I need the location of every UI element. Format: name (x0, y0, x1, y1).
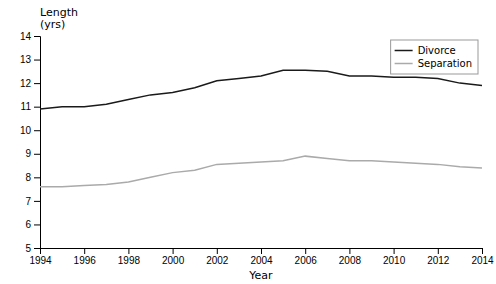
chart: 1994 1996 1998 2000 2002 2004 2006 2008 2010 2012… (0, 0, 496, 284)
series-line (40, 70, 482, 109)
x-tick-label: 2012 (427, 255, 450, 266)
y-axis-title: Length(yrs) (40, 6, 78, 31)
x-tick-mark (349, 248, 350, 254)
x-tick: 2002 (206, 248, 229, 266)
y-tick-mark (34, 177, 40, 178)
y-tick-mark (34, 248, 40, 249)
legend-box (391, 40, 478, 74)
x-axis-title: Year (248, 269, 273, 282)
x-tick-label: 1998 (118, 255, 141, 266)
y-tick-label: 12 (20, 78, 32, 89)
x-axis: 1994 1996 1998 2000 2002 2004 2006 2008 2010 2012… (29, 248, 494, 266)
y-axis: 5 6 7 8 9 10 11 12 13 14 (20, 31, 41, 254)
y-tick-mark (34, 83, 40, 84)
x-tick-mark (305, 248, 306, 254)
y-tick-label: 11 (21, 101, 32, 112)
x-axis-line (41, 249, 483, 255)
y-tick: 7 (25, 196, 40, 207)
x-tick-label: 2004 (250, 255, 273, 266)
y-tick-mark (34, 130, 40, 131)
x-tick-mark (261, 248, 262, 254)
y-tick-mark (34, 36, 40, 37)
x-tick: 1994 (29, 248, 52, 266)
y-tick-mark (34, 224, 40, 225)
y-tick: 9 (25, 148, 40, 159)
x-tick-label: 2006 (295, 255, 318, 266)
y-tick-mark (34, 154, 40, 155)
x-tick-label: 2014 (471, 255, 494, 266)
y-tick-label: 9 (25, 148, 31, 159)
y-tick-mark (34, 107, 40, 108)
y-tick: 14 (20, 31, 40, 42)
x-tick-mark (482, 248, 483, 254)
x-tick-mark (438, 248, 439, 254)
series-line (40, 156, 482, 187)
x-tick-label: 2008 (339, 255, 362, 266)
y-tick: 8 (25, 172, 40, 183)
x-tick-label: 1994 (29, 255, 52, 266)
x-tick: 2010 (383, 248, 406, 266)
plot-area (40, 70, 482, 187)
x-tick: 2014 (471, 248, 494, 266)
y-tick-label: 6 (25, 219, 31, 230)
legend-label: Separation (418, 58, 472, 69)
x-tick: 2012 (427, 248, 450, 266)
y-axis-line (34, 37, 41, 249)
y-tick: 11 (21, 101, 40, 112)
x-tick: 2000 (162, 248, 185, 266)
y-tick-label: 8 (25, 172, 31, 183)
legend-swatch (395, 50, 413, 52)
y-tick: 10 (20, 125, 40, 136)
x-tick: 2004 (250, 248, 273, 266)
x-tick: 1996 (74, 248, 97, 266)
x-tick-label: 2000 (162, 255, 185, 266)
y-tick: 12 (20, 78, 40, 89)
x-tick-label: 1996 (74, 255, 97, 266)
x-tick: 1998 (118, 248, 141, 266)
x-tick-label: 2010 (383, 255, 406, 266)
y-tick: 6 (25, 219, 40, 230)
x-tick: 2008 (339, 248, 362, 266)
x-tick-label: 2002 (206, 255, 229, 266)
x-tick-mark (394, 248, 395, 254)
legend-swatch (395, 63, 413, 65)
y-tick-label: 10 (20, 125, 32, 136)
y-tick-label: 13 (20, 54, 32, 65)
y-tick-label: 7 (25, 196, 31, 207)
y-tick-label: 5 (25, 243, 31, 254)
y-tick-mark (34, 201, 40, 202)
x-tick: 2006 (295, 248, 318, 266)
y-tick: 13 (20, 54, 40, 65)
y-tick-label: 14 (20, 31, 32, 42)
x-tick-mark (128, 248, 129, 254)
legend: Divorce Separation (391, 40, 478, 74)
x-tick-mark (217, 248, 218, 254)
y-tick-mark (34, 60, 40, 61)
x-tick-mark (84, 248, 85, 254)
x-tick-mark (173, 248, 174, 254)
y-tick: 5 (25, 243, 40, 254)
legend-label: Divorce (418, 45, 456, 56)
